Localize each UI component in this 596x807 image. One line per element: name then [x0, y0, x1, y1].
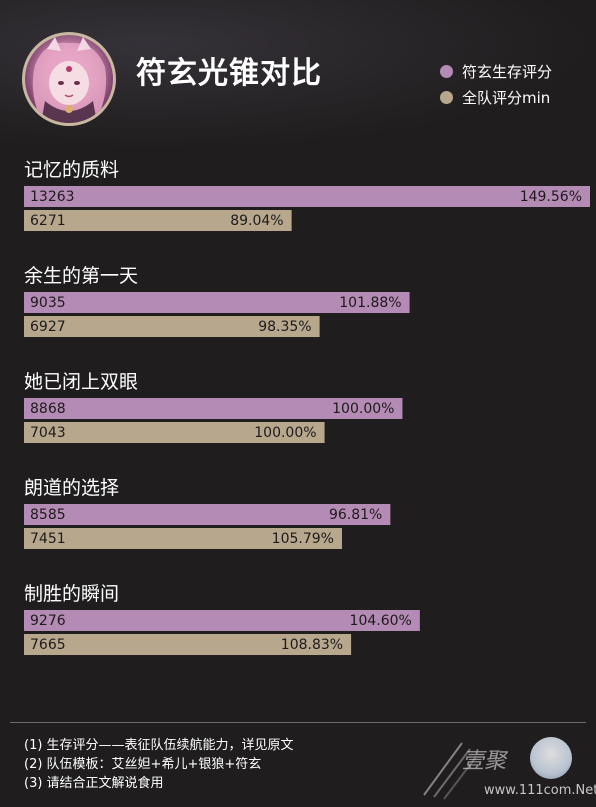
bar-3-series-1 — [24, 398, 403, 419]
category-label-1: 记忆的质料 — [24, 159, 119, 181]
watermark-slash-icon — [423, 742, 477, 800]
bar-value-4-series-1: 8585 — [30, 507, 66, 523]
bar-2-series-2 — [24, 316, 320, 337]
bar-value-3-series-2: 7043 — [30, 425, 66, 441]
bar-4-series-1 — [24, 504, 391, 525]
bar-value-4-series-2: 7451 — [30, 531, 66, 547]
watermark-mascot-icon — [530, 737, 572, 779]
header: 符玄光锥对比 符玄生存评分 全队评分min — [0, 0, 596, 140]
character-avatar — [22, 32, 116, 126]
bar-value-1-series-2: 6271 — [30, 213, 66, 229]
watermark: 壹聚 www.111com.Net — [418, 735, 596, 801]
bar-percent-2-series-2: 98.35% — [258, 319, 311, 335]
bar-percent-1-series-1: 149.56% — [520, 189, 582, 205]
bar-4-series-2 — [24, 528, 342, 549]
bar-5-series-2 — [24, 634, 352, 655]
category-label-3: 她已闭上双眼 — [24, 371, 138, 393]
bar-5-series-1 — [24, 610, 420, 631]
footnote-3: (3) 请结合正文解说食用 — [24, 776, 164, 791]
legend-dot-team-min — [440, 90, 453, 104]
legend-item-survival: 符玄生存评分 — [440, 58, 552, 84]
bar-value-1-series-1: 13263 — [30, 189, 75, 205]
bar-1-series-2 — [24, 210, 292, 231]
bar-value-3-series-1: 8868 — [30, 401, 66, 417]
bar-chart: 记忆的质料 13263 149.56% 6271 89.04% 余生的第一天 9035 101… — [24, 159, 590, 655]
footer-divider — [10, 722, 586, 723]
bar-percent-4-series-2: 105.79% — [272, 531, 334, 547]
bar-percent-3-series-1: 100.00% — [332, 401, 394, 417]
category-label-2: 余生的第一天 — [24, 265, 138, 287]
bar-percent-1-series-2: 89.04% — [230, 213, 283, 229]
legend-item-team-min: 全队评分min — [440, 84, 552, 110]
footnote-2: (2) 队伍模板：艾丝妲+希儿+银狼+符玄 — [24, 757, 262, 772]
category-label-5: 制胜的瞬间 — [24, 583, 119, 605]
character-portrait-icon — [32, 37, 107, 123]
legend-label-team-min: 全队评分min — [462, 88, 551, 107]
bar-percent-5-series-2: 108.83% — [281, 637, 343, 653]
footnote-1: (1) 生存评分——表征队伍续航能力，详见原文 — [24, 738, 294, 753]
footnotes: (1) 生存评分——表征队伍续航能力，详见原文 (2) 队伍模板：艾丝妲+希儿+… — [24, 736, 294, 793]
bar-percent-3-series-2: 100.00% — [254, 425, 316, 441]
chart-legend: 符玄生存评分 全队评分min — [440, 58, 552, 110]
bar-2-series-1 — [24, 292, 410, 313]
bar-value-5-series-2: 7665 — [30, 637, 66, 653]
bar-value-2-series-1: 9035 — [30, 295, 66, 311]
legend-dot-survival — [440, 64, 453, 78]
bar-percent-4-series-1: 96.81% — [329, 507, 382, 523]
page-title: 符玄光锥对比 — [136, 56, 322, 91]
bar-percent-5-series-1: 104.60% — [350, 613, 412, 629]
bar-1-series-1 — [24, 186, 590, 207]
category-label-4: 朗道的选择 — [24, 477, 119, 499]
watermark-brand: 壹聚 — [462, 749, 507, 774]
bar-value-2-series-2: 6927 — [30, 319, 66, 335]
bar-percent-2-series-1: 101.88% — [339, 295, 401, 311]
legend-label-survival: 符玄生存评分 — [462, 62, 553, 81]
watermark-url: www.111com.Net — [484, 783, 596, 798]
bar-3-series-2 — [24, 422, 325, 443]
bar-value-5-series-1: 9276 — [30, 613, 66, 629]
